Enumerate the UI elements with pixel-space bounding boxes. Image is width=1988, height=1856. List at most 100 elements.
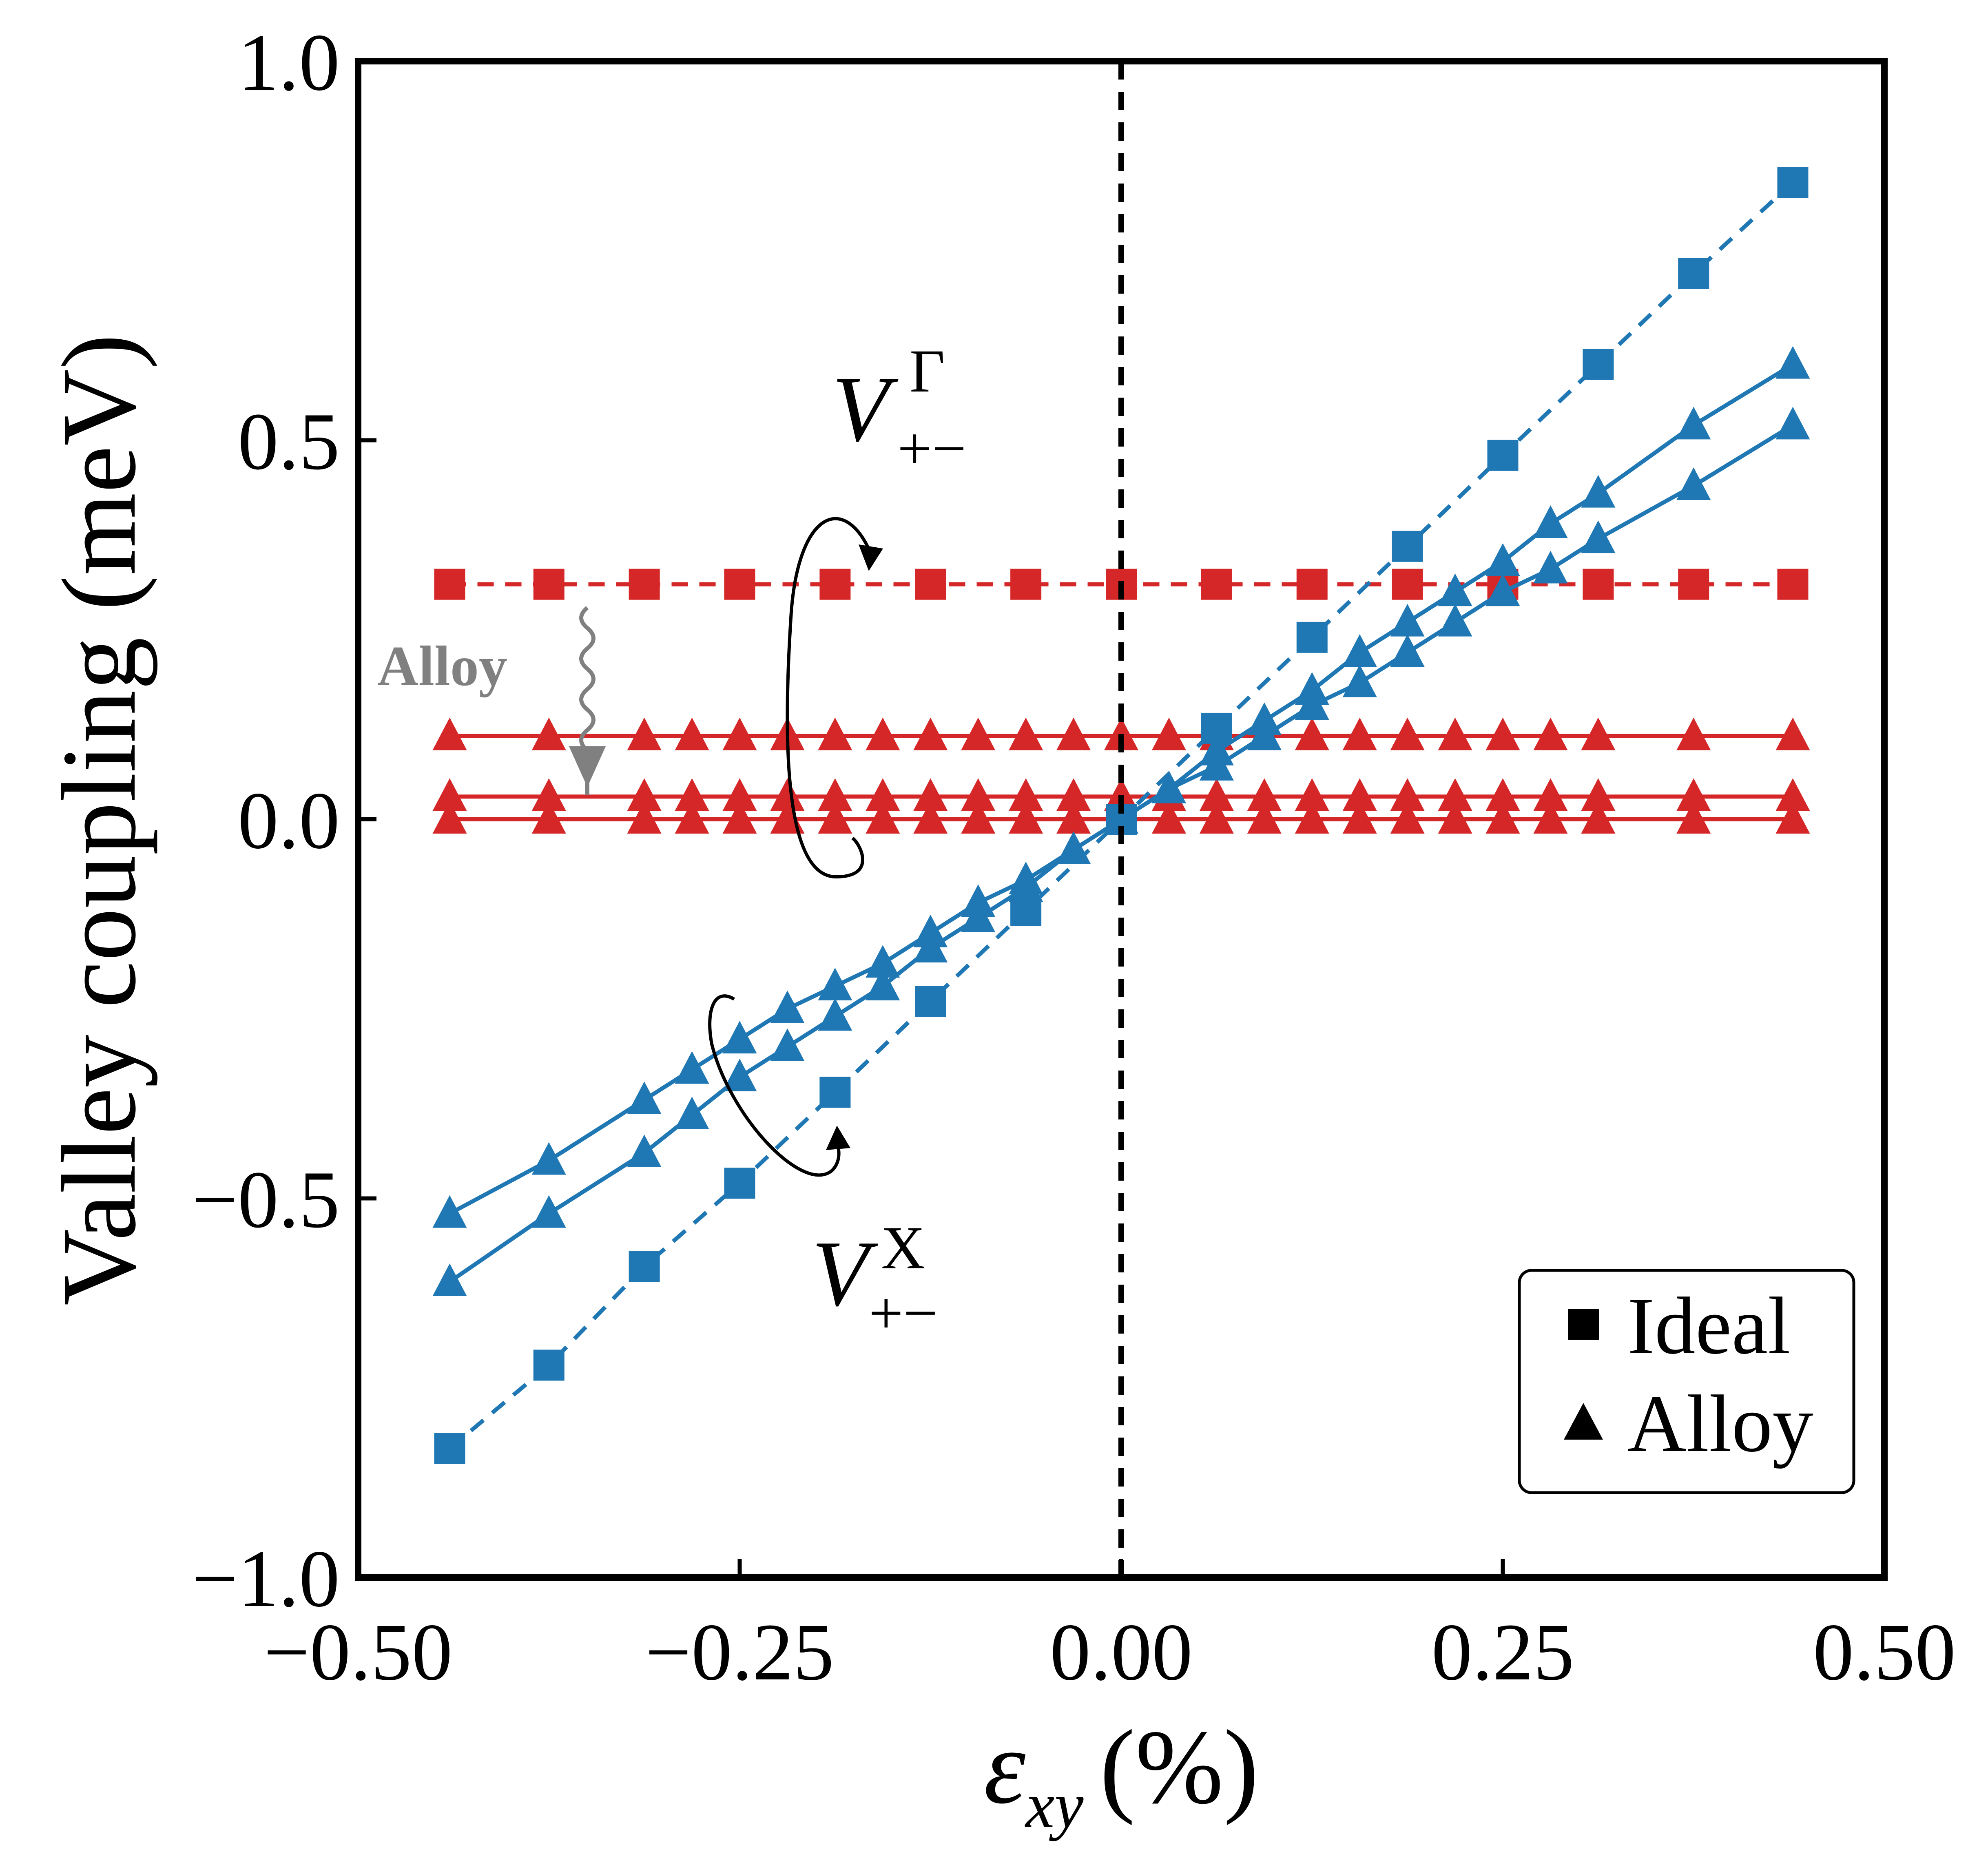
data-point-triangle — [675, 778, 709, 811]
y-axis-title: Valley coupling (meV) — [40, 334, 158, 1306]
data-point-triangle — [531, 801, 566, 834]
data-point-square — [1392, 569, 1423, 600]
data-point-triangle — [627, 1081, 662, 1114]
data-point-square — [629, 569, 660, 600]
annotation-v-x: V X +− — [812, 1214, 938, 1347]
annotation-v-gamma-superscript: Γ — [910, 337, 945, 405]
data-point-triangle — [913, 717, 948, 750]
data-point-triangle — [1485, 717, 1520, 750]
data-point-triangle — [1390, 801, 1425, 834]
data-point-triangle — [1390, 778, 1425, 811]
data-point-triangle — [866, 801, 900, 834]
data-point-triangle — [1676, 778, 1711, 811]
data-point-triangle — [1581, 520, 1616, 553]
x-axis-symbol: ε — [984, 1708, 1027, 1826]
data-point-triangle — [432, 1195, 467, 1228]
data-point-square — [819, 1077, 851, 1108]
data-point-triangle — [1775, 801, 1810, 834]
data-point-triangle — [1676, 717, 1711, 750]
y-tick-label: −0.5 — [192, 1155, 340, 1245]
data-point-triangle — [1581, 475, 1616, 508]
data-point-triangle — [818, 717, 852, 750]
data-point-triangle — [1009, 778, 1043, 811]
data-point-triangle — [1342, 717, 1377, 750]
data-point-triangle — [722, 717, 757, 750]
data-point-triangle — [722, 1059, 757, 1092]
data-point-triangle — [627, 1134, 662, 1167]
annotation-v-gamma-symbol: V — [832, 357, 899, 461]
data-point-triangle — [432, 1263, 467, 1296]
data-point-triangle — [961, 884, 996, 917]
series-layer — [432, 167, 1810, 1464]
data-point-triangle — [913, 801, 948, 834]
data-point-triangle — [770, 778, 805, 811]
data-point-triangle — [1295, 717, 1329, 750]
data-point-triangle — [1247, 778, 1282, 811]
data-point-square — [724, 1168, 755, 1199]
data-point-triangle — [1390, 717, 1425, 750]
data-point-square — [629, 1251, 660, 1282]
series-x-6 — [432, 407, 1810, 1228]
data-point-triangle — [627, 801, 662, 834]
data-point-triangle — [1056, 717, 1091, 750]
data-point-triangle — [1533, 801, 1568, 834]
data-point-triangle — [1438, 604, 1472, 637]
data-point-triangle — [1151, 717, 1186, 750]
data-point-triangle — [675, 1097, 709, 1130]
y-tick-label: 0.5 — [238, 397, 340, 487]
data-point-triangle — [1199, 778, 1234, 811]
data-point-square — [1296, 569, 1328, 600]
data-point-triangle — [722, 1021, 757, 1054]
data-point-triangle — [1295, 778, 1329, 811]
data-point-triangle — [866, 945, 900, 978]
data-point-triangle — [432, 778, 467, 811]
data-point-triangle — [1676, 407, 1711, 440]
x-tick-label: 0.50 — [1813, 1607, 1956, 1697]
data-point-triangle — [1295, 687, 1329, 720]
data-point-triangle — [1581, 778, 1616, 811]
data-point-triangle — [675, 1051, 709, 1084]
data-point-triangle — [1533, 778, 1568, 811]
annotation-v-gamma-curved-arrow — [786, 517, 876, 879]
data-point-square — [434, 1433, 465, 1464]
data-point-triangle — [770, 990, 805, 1023]
data-point-square — [1010, 569, 1042, 600]
data-point-triangle — [1485, 573, 1520, 606]
annotation-v-x-symbol: V — [812, 1221, 878, 1325]
data-point-triangle — [866, 967, 900, 1000]
data-point-triangle — [866, 778, 900, 811]
data-point-square — [1296, 622, 1328, 653]
alloy-shift-wavy-arrow — [579, 606, 596, 795]
legend: Ideal Alloy — [1518, 1269, 1855, 1494]
data-point-triangle — [1775, 346, 1810, 379]
data-point-triangle — [1104, 801, 1138, 834]
data-point-triangle — [1581, 801, 1616, 834]
x-tick-label: 0.25 — [1432, 1607, 1574, 1697]
data-point-square — [1583, 569, 1614, 600]
data-point-triangle — [1485, 543, 1520, 576]
data-point-triangle — [1009, 861, 1043, 894]
data-point-triangle — [1056, 831, 1091, 864]
data-point-triangle — [1390, 634, 1425, 667]
x-tick-label: −0.50 — [264, 1607, 453, 1697]
data-point-triangle — [1342, 634, 1377, 667]
data-point-triangle — [1775, 717, 1810, 750]
data-point-triangle — [961, 778, 996, 811]
data-point-triangle — [1676, 801, 1711, 834]
annotation-v-x-curved-arrow — [708, 994, 841, 1177]
data-point-triangle — [1056, 801, 1091, 834]
data-point-triangle — [1485, 801, 1520, 834]
data-point-triangle — [675, 717, 709, 750]
annotation-v-x-superscript: X — [881, 1214, 925, 1282]
data-point-triangle — [1438, 801, 1472, 834]
series-gamma-2 — [432, 778, 1810, 811]
data-point-triangle — [1104, 717, 1138, 750]
data-point-triangle — [432, 717, 467, 750]
data-point-triangle — [627, 717, 662, 750]
data-point-triangle — [1151, 770, 1186, 803]
data-point-triangle — [1676, 467, 1711, 500]
data-point-square — [1392, 531, 1423, 562]
data-point-triangle — [1581, 717, 1616, 750]
legend-triangle-marker — [1564, 1403, 1603, 1440]
